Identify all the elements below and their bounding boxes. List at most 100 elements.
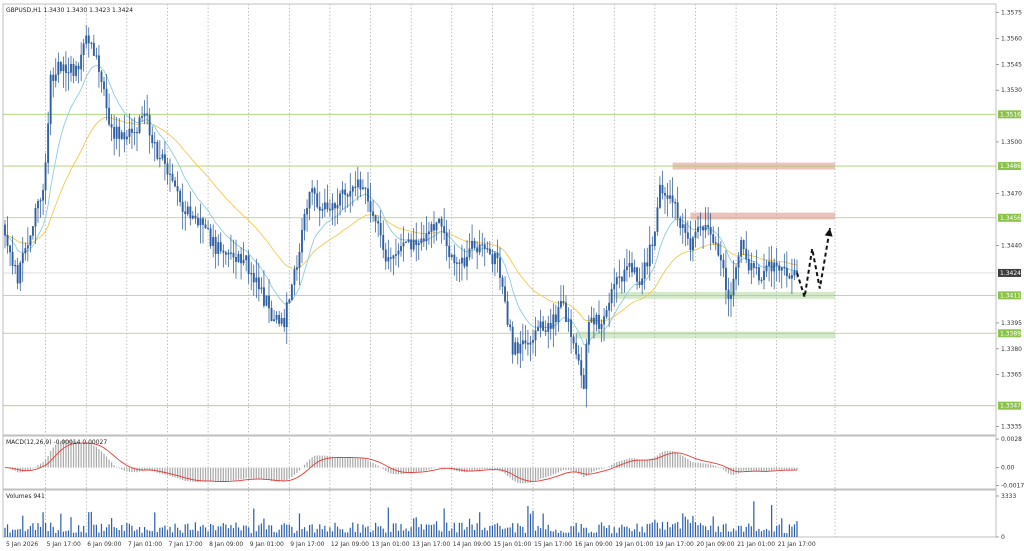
candle xyxy=(164,141,166,181)
candle xyxy=(252,264,255,296)
candle xyxy=(760,276,763,284)
candle xyxy=(626,249,628,282)
x-tick-label: 15 Jan 17:00 xyxy=(534,541,572,548)
candle xyxy=(143,100,146,125)
level-price-tag-label: 1.3411 xyxy=(1000,292,1021,299)
candle xyxy=(356,166,359,201)
candle xyxy=(758,263,760,285)
candle xyxy=(780,266,783,289)
candle xyxy=(788,273,791,280)
candle xyxy=(329,199,331,217)
candle xyxy=(260,277,263,294)
candle xyxy=(681,212,684,244)
symbol-header: GBPUSD,H1 1.3430 1.3430 1.3423 1.3424 xyxy=(6,7,133,14)
candle xyxy=(499,247,501,291)
price-panel: GBPUSD,H1 1.3430 1.3430 1.3423 1.3424 xyxy=(2,3,997,436)
candle xyxy=(240,247,242,280)
candle xyxy=(534,316,537,357)
candle xyxy=(494,250,496,277)
candle xyxy=(85,24,88,49)
candle xyxy=(191,211,194,220)
candle xyxy=(676,186,679,227)
candle xyxy=(420,221,423,251)
candle xyxy=(194,206,197,224)
candle xyxy=(275,311,278,324)
candle xyxy=(186,201,189,217)
candle xyxy=(763,253,765,290)
candle xyxy=(417,239,420,260)
candle xyxy=(166,157,169,185)
candle xyxy=(288,298,291,304)
candle xyxy=(313,186,316,212)
forecast-arrow-layer xyxy=(796,227,833,298)
candle xyxy=(308,191,311,221)
candle xyxy=(400,233,402,257)
candle xyxy=(268,279,270,323)
macd-tick-label: 0.00 xyxy=(1001,465,1015,472)
candle xyxy=(402,226,405,262)
candle xyxy=(567,307,570,332)
candle xyxy=(697,216,699,239)
candle xyxy=(440,216,443,244)
candle xyxy=(580,347,583,389)
candle xyxy=(674,198,677,220)
candle xyxy=(737,252,740,286)
x-tick-label: 12 Jan 09:00 xyxy=(331,541,369,548)
candle xyxy=(379,210,382,248)
candle xyxy=(128,113,131,144)
y-tick-label: 1.3500 xyxy=(1001,139,1022,146)
candle xyxy=(608,292,611,328)
candle xyxy=(410,233,413,258)
candle xyxy=(29,235,32,253)
candle xyxy=(537,320,539,332)
candle xyxy=(689,220,692,261)
candle xyxy=(783,253,786,276)
candle xyxy=(707,207,710,236)
candle xyxy=(42,183,44,216)
candle xyxy=(227,249,230,268)
horizontal-levels-layer xyxy=(3,113,996,407)
candle xyxy=(471,224,473,260)
candle xyxy=(730,282,732,317)
candle xyxy=(138,114,141,134)
candle xyxy=(455,256,458,281)
x-tick-label: 19 Jan 17:00 xyxy=(656,541,694,548)
forecast-path xyxy=(796,227,831,298)
x-tick-label: 5 Jan 2026 xyxy=(6,541,38,548)
x-tick-label: 14 Jan 09:00 xyxy=(453,541,491,548)
candle xyxy=(752,261,755,278)
candle xyxy=(646,247,649,275)
candles-layer xyxy=(4,24,798,408)
candle xyxy=(392,254,395,276)
candle xyxy=(618,259,621,289)
y-tick-label: 1.3395 xyxy=(1001,320,1022,327)
candle xyxy=(24,242,27,261)
candle xyxy=(179,188,182,207)
candle xyxy=(557,300,560,332)
x-tick-label: 8 Jan 09:00 xyxy=(209,541,243,548)
y-tick-label: 1.3380 xyxy=(1001,346,1022,353)
candle xyxy=(717,226,720,257)
candle xyxy=(709,213,712,250)
candle xyxy=(600,319,603,343)
candle xyxy=(82,38,85,72)
candle xyxy=(331,193,334,225)
candle xyxy=(70,55,72,82)
volume-tick-label: 0 xyxy=(1001,534,1005,541)
macd-tick-label: -0.00174 xyxy=(1001,482,1024,489)
volume-tick-label: 3333 xyxy=(1001,493,1016,500)
candle xyxy=(90,41,93,49)
candle xyxy=(148,108,151,154)
macd-label: MACD(12,26,9) -0.00014 0.00027 xyxy=(6,439,107,446)
candle xyxy=(785,251,788,288)
candle xyxy=(425,216,428,251)
x-tick-label: 15 Jan 01:00 xyxy=(493,541,531,548)
candle xyxy=(72,58,75,84)
candle xyxy=(156,139,159,161)
candle xyxy=(207,220,209,231)
candle xyxy=(461,244,463,281)
candle xyxy=(108,93,110,127)
candle xyxy=(212,224,215,258)
candle xyxy=(293,265,296,296)
